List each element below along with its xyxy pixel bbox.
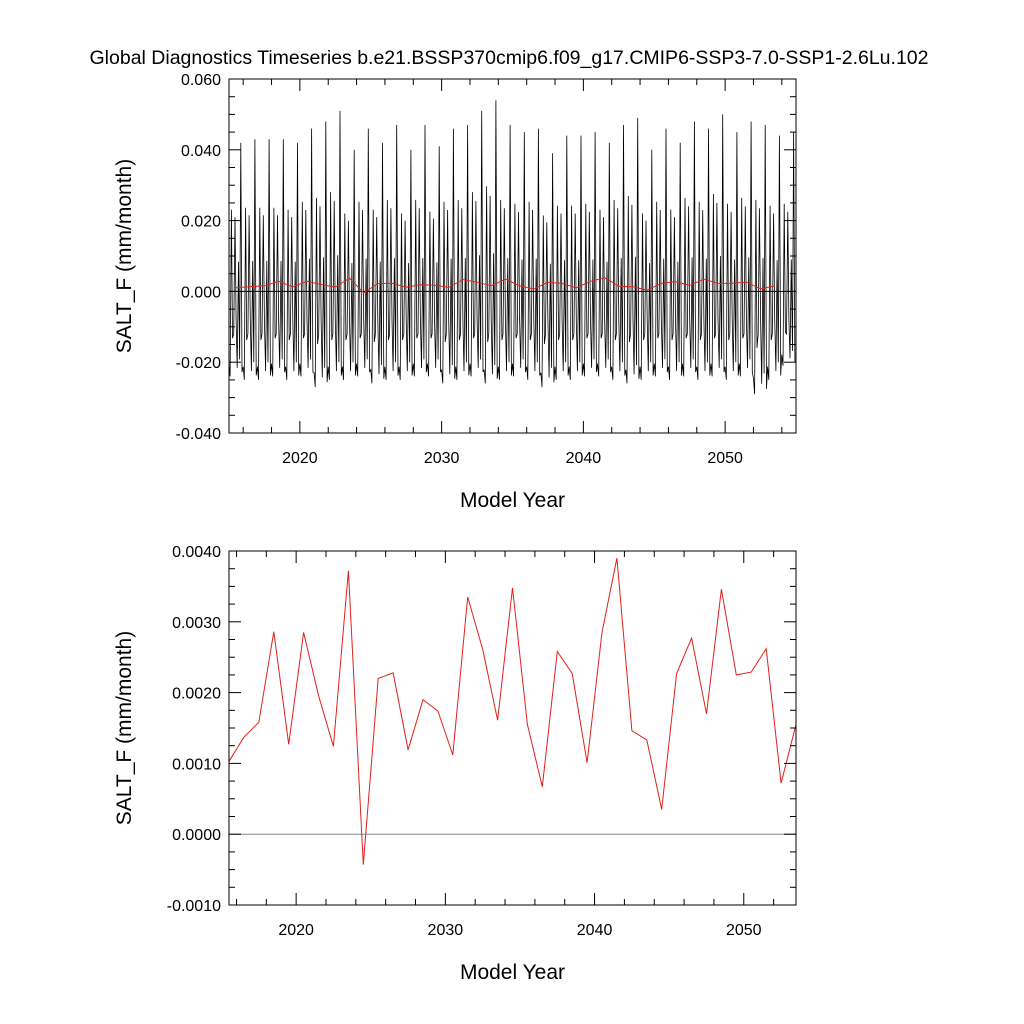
y-tick-label: 0.0030: [172, 615, 221, 632]
y-tick-label: 0.000: [181, 284, 221, 301]
x-axis-label: Model Year: [460, 489, 565, 512]
monthly-panel: 2020 2030 2040 2050 -0.040 -0.020 0.000 0.020 0.…: [113, 72, 797, 512]
x-tick-label: 2020: [282, 450, 318, 467]
x-tick-label: 2040: [577, 922, 613, 939]
y-axis-label: SALT_F (mm/month): [113, 631, 136, 825]
y-tick-label: -0.0010: [167, 898, 221, 915]
tick-labels: 2020 2030 2040 2050 -0.040 -0.020 0.000 0.020 0.…: [176, 72, 743, 467]
plot-marks: [228, 100, 796, 395]
figure-title: Global Diagnostics Timeseries b.e21.BSSP…: [90, 47, 929, 69]
x-tick-label: 2030: [424, 450, 460, 467]
y-tick-label: 0.0040: [172, 544, 221, 561]
y-tick-label: 0.0000: [172, 827, 221, 844]
annual-panel: 2020 2030 2040 2050 -0.0010 0.0000 0.0010 0.002…: [113, 544, 797, 984]
y-tick-label: 0.020: [181, 214, 221, 231]
x-axis-label: Model Year: [460, 961, 565, 984]
y-tick-label: -0.040: [176, 426, 221, 443]
x-tick-label: 2040: [566, 450, 602, 467]
y-tick-label: 0.040: [181, 143, 221, 160]
annual-mean-line: [236, 277, 775, 294]
y-tick-label: 0.0010: [172, 756, 221, 773]
y-tick-label: -0.020: [176, 355, 221, 372]
plot-frame: [228, 78, 797, 434]
y-tick-label: 0.060: [181, 72, 221, 89]
tick-labels: 2020 2030 2040 2050 -0.0010 0.0000 0.0010 0.002…: [167, 544, 762, 939]
y-axis-label: SALT_F (mm/month): [113, 159, 136, 353]
monthly-series-line: [228, 100, 796, 395]
y-tick-label: 0.0020: [172, 686, 221, 703]
axis-ticks: [229, 550, 796, 906]
annual-mean-line: [228, 558, 797, 865]
plot-marks: [228, 558, 797, 865]
x-tick-label: 2050: [726, 922, 762, 939]
axis-ticks: [229, 78, 796, 434]
x-tick-label: 2030: [428, 922, 464, 939]
x-tick-label: 2050: [707, 450, 743, 467]
x-tick-label: 2020: [278, 922, 314, 939]
plot-frame: [228, 550, 797, 906]
